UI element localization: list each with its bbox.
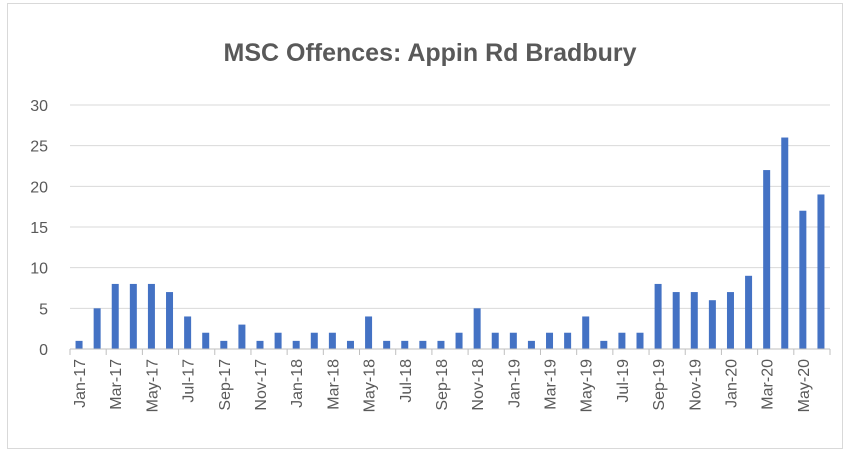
chart-frame (7, 3, 843, 449)
bar-Mar-18 (328, 332, 336, 349)
bars (75, 137, 825, 349)
bar-Apr-18 (346, 340, 354, 349)
x-tick-label: Sep-17 (217, 359, 234, 411)
bar-Nov-17 (256, 340, 264, 349)
bar-Jun-17 (166, 292, 174, 349)
x-tick-label: Mar-19 (543, 359, 560, 410)
y-tick-label: 15 (30, 220, 48, 237)
bar-May-18 (365, 316, 373, 349)
y-tick-label: 5 (39, 301, 48, 318)
bar-Jan-19 (509, 332, 517, 349)
bar-Dec-18 (491, 332, 499, 349)
x-tick-label: May-20 (796, 359, 813, 412)
y-tick-label: 25 (30, 139, 48, 156)
y-tick-labels: 0 5 10 15 20 25 30 (30, 98, 48, 359)
bar-May-20 (799, 210, 807, 349)
bar-Sep-18 (437, 340, 445, 349)
x-tick-label: Jul-17 (181, 359, 198, 403)
axes (69, 348, 831, 355)
bar-Mar-20 (763, 170, 771, 349)
x-tick-label: May-17 (144, 359, 161, 412)
bar-Jul-18 (401, 340, 409, 349)
bar-Jun-19 (600, 340, 608, 349)
bar-Nov-18 (473, 308, 481, 349)
x-tick-label: Jan-19 (506, 359, 523, 408)
bar-Feb-20 (745, 275, 753, 349)
bar-Oct-19 (672, 292, 680, 349)
y-tick-label: 30 (30, 98, 48, 115)
bar-Nov-19 (690, 292, 698, 349)
bar-May-17 (147, 283, 155, 349)
bar-Jun-18 (383, 340, 391, 349)
bar-Aug-19 (636, 332, 644, 349)
bar-Feb-17 (93, 308, 101, 349)
x-tick-label: Nov-17 (253, 359, 270, 411)
bar-Sep-17 (220, 340, 228, 349)
bar-Feb-18 (310, 332, 318, 349)
x-tick-label: Nov-19 (687, 359, 704, 411)
x-tick-label: Nov-18 (470, 359, 487, 411)
bar-Apr-20 (781, 137, 789, 349)
bar-Jul-17 (184, 316, 192, 349)
bar-Aug-17 (202, 332, 210, 349)
bar-Oct-18 (455, 332, 463, 349)
y-tick-label: 0 (39, 342, 48, 359)
x-tick-label: Mar-20 (760, 359, 777, 410)
x-tick-label: Jan-17 (72, 359, 89, 408)
x-tick-label: Jan-18 (289, 359, 306, 408)
bar-Jan-17 (75, 340, 83, 349)
bar-Mar-19 (546, 332, 554, 349)
bar-Mar-17 (111, 283, 119, 349)
gridlines (70, 104, 830, 309)
bar-Jul-19 (618, 332, 626, 349)
bar-Jan-20 (726, 292, 734, 349)
chart-title: MSC Offences: Appin Rd Bradbury (224, 39, 637, 67)
bar-Jan-18 (292, 340, 300, 349)
x-tick-label: May-19 (579, 359, 596, 412)
x-tick-label: Jan-20 (723, 359, 740, 408)
x-tick-label: Sep-19 (651, 359, 668, 411)
bar-Dec-17 (274, 332, 282, 349)
x-tick-labels: Jan-17 Mar-17 May-17 Jul-17 Sep-17 Nov-17 Jan-… (72, 359, 813, 412)
x-tick-label: Sep-18 (434, 359, 451, 411)
y-tick-label: 10 (30, 261, 48, 278)
bar-Oct-17 (238, 324, 246, 349)
bar-Apr-17 (129, 283, 137, 349)
x-tick-label: Jul-18 (398, 359, 415, 403)
y-tick-label: 20 (30, 179, 48, 196)
bar-Dec-19 (708, 300, 716, 349)
x-tick-label: Jul-19 (615, 359, 632, 403)
bar-Feb-19 (527, 340, 535, 349)
x-tick-label: Mar-18 (325, 359, 342, 410)
x-tick-label: Mar-17 (108, 359, 125, 410)
bar-Aug-18 (419, 340, 427, 349)
x-tick-label: May-18 (362, 359, 379, 412)
bar-May-19 (582, 316, 590, 349)
bar-Jun-20 (817, 194, 825, 349)
bar-Apr-19 (564, 332, 572, 349)
bar-Sep-19 (654, 283, 662, 349)
